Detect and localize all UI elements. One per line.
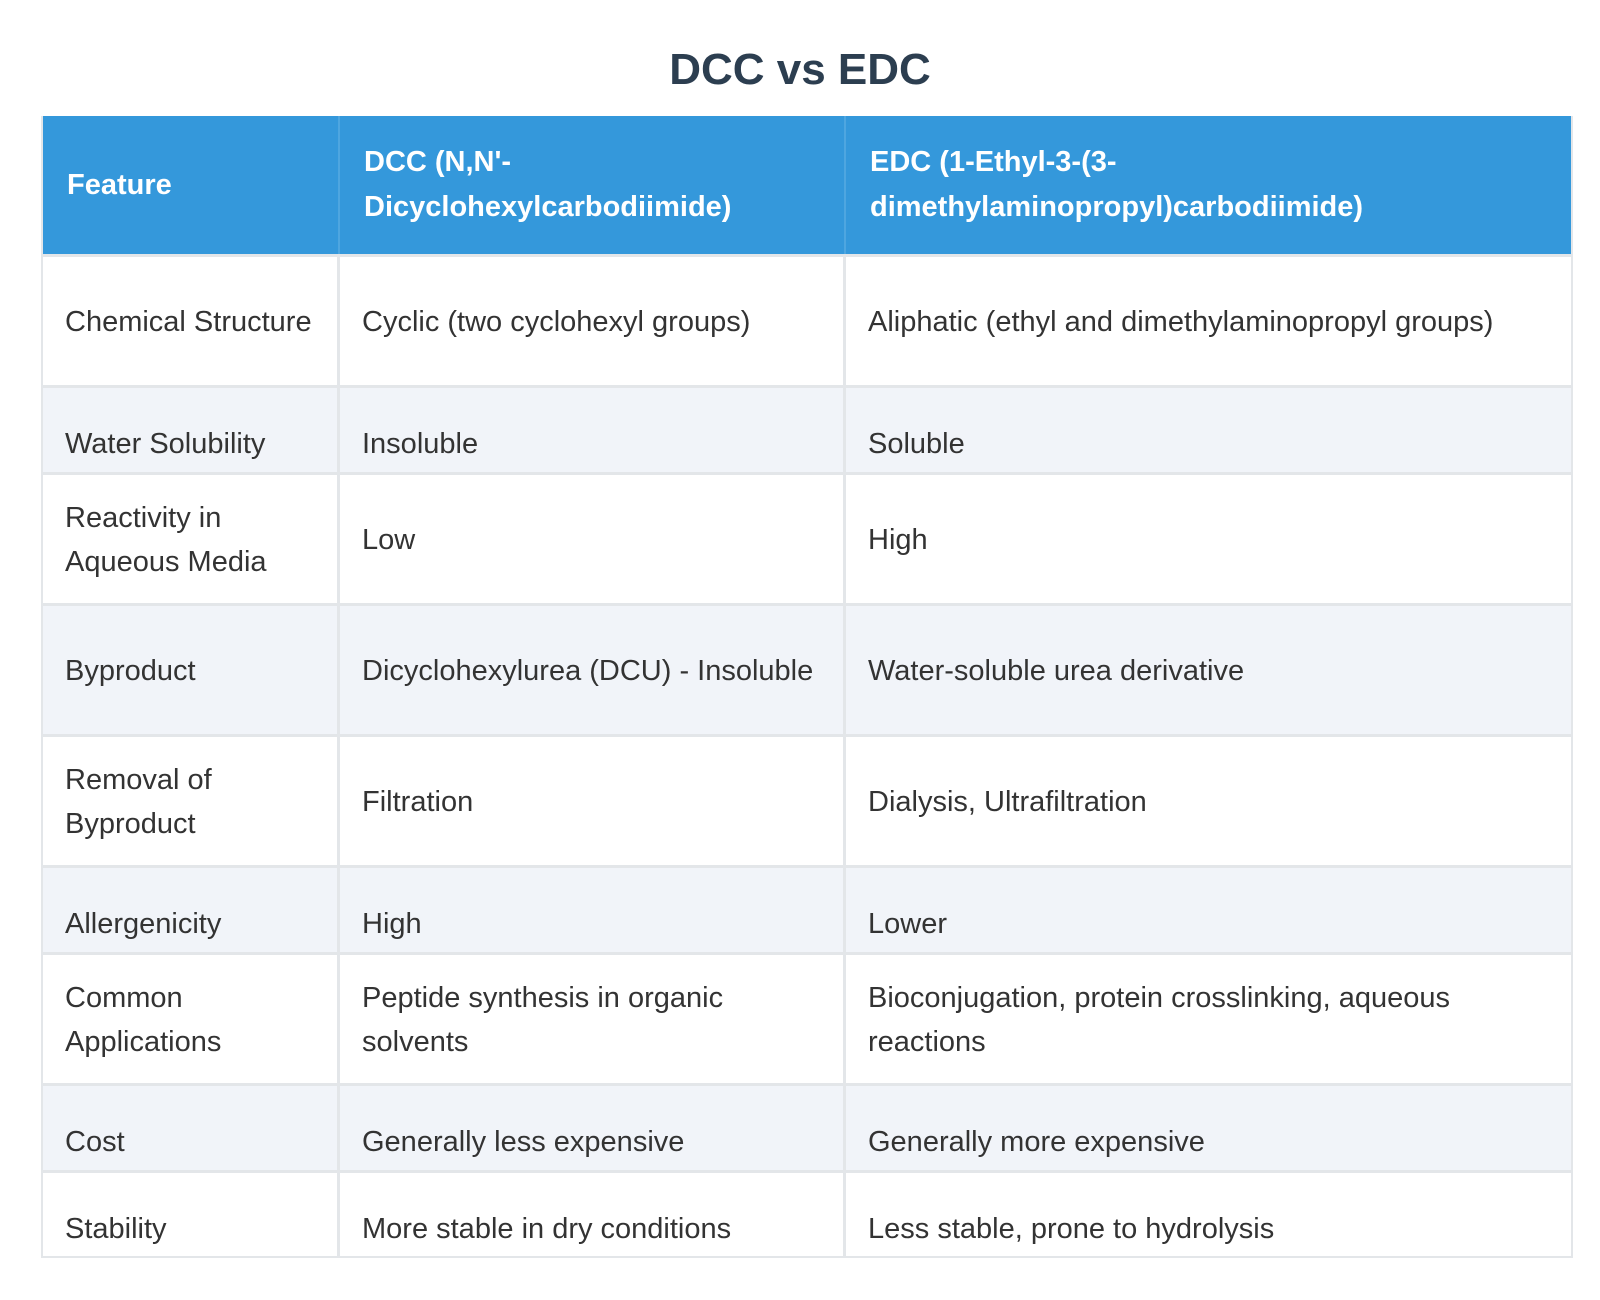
table-row: Chemical Structure Cyclic (two cyclohexy… (43, 254, 1571, 385)
header-edc: EDC (1-Ethyl-3-(3-dimethylaminopropyl)ca… (846, 116, 1571, 254)
table-row: Water Solubility Insoluble Soluble (43, 385, 1571, 472)
table-row: Allergenicity High Lower (43, 865, 1571, 952)
edc-cell: Generally more expensive (846, 1083, 1571, 1170)
edc-cell: Less stable, prone to hydrolysis (846, 1170, 1571, 1256)
table-row: Byproduct Dicyclohexylurea (DCU) - Insol… (43, 603, 1571, 734)
dcc-cell: Insoluble (340, 385, 846, 472)
table-row: Stability More stable in dry conditions … (43, 1170, 1571, 1256)
edc-cell: Water-soluble urea derivative (846, 603, 1571, 734)
edc-cell: Dialysis, Ultrafiltration (846, 734, 1571, 865)
feature-cell: Byproduct (43, 603, 340, 734)
edc-cell: Soluble (846, 385, 1571, 472)
dcc-cell: High (340, 865, 846, 952)
table-row: Cost Generally less expensive Generally … (43, 1083, 1571, 1170)
page-title: DCC vs EDC (669, 45, 931, 94)
dcc-cell: Peptide synthesis in organic solvents (340, 952, 846, 1083)
edc-cell: Aliphatic (ethyl and dimethylaminopropyl… (846, 254, 1571, 385)
edc-cell: Bioconjugation, protein crosslinking, aq… (846, 952, 1571, 1083)
table-header-row: Feature DCC (N,N'-Dicyclohexylcarbodiimi… (43, 116, 1571, 254)
dcc-cell: Cyclic (two cyclohexyl groups) (340, 254, 846, 385)
dcc-cell: Filtration (340, 734, 846, 865)
dcc-cell: Dicyclohexylurea (DCU) - Insoluble (340, 603, 846, 734)
dcc-cell: Low (340, 472, 846, 603)
edc-cell: Lower (846, 865, 1571, 952)
feature-cell: Water Solubility (43, 385, 340, 472)
table-row: Common Applications Peptide synthesis in… (43, 952, 1571, 1083)
header-feature: Feature (43, 116, 340, 254)
feature-cell: Reactivity in Aqueous Media (43, 472, 340, 603)
feature-cell: Allergenicity (43, 865, 340, 952)
feature-cell: Cost (43, 1083, 340, 1170)
feature-cell: Chemical Structure (43, 254, 340, 385)
header-dcc: DCC (N,N'-Dicyclohexylcarbodiimide) (340, 116, 846, 254)
edc-cell: High (846, 472, 1571, 603)
feature-cell: Common Applications (43, 952, 340, 1083)
feature-cell: Stability (43, 1170, 340, 1256)
dcc-cell: Generally less expensive (340, 1083, 846, 1170)
comparison-table: Feature DCC (N,N'-Dicyclohexylcarbodiimi… (41, 116, 1573, 1258)
feature-cell: Removal of Byproduct (43, 734, 340, 865)
table-row: Reactivity in Aqueous Media Low High (43, 472, 1571, 603)
table-row: Removal of Byproduct Filtration Dialysis… (43, 734, 1571, 865)
dcc-cell: More stable in dry conditions (340, 1170, 846, 1256)
